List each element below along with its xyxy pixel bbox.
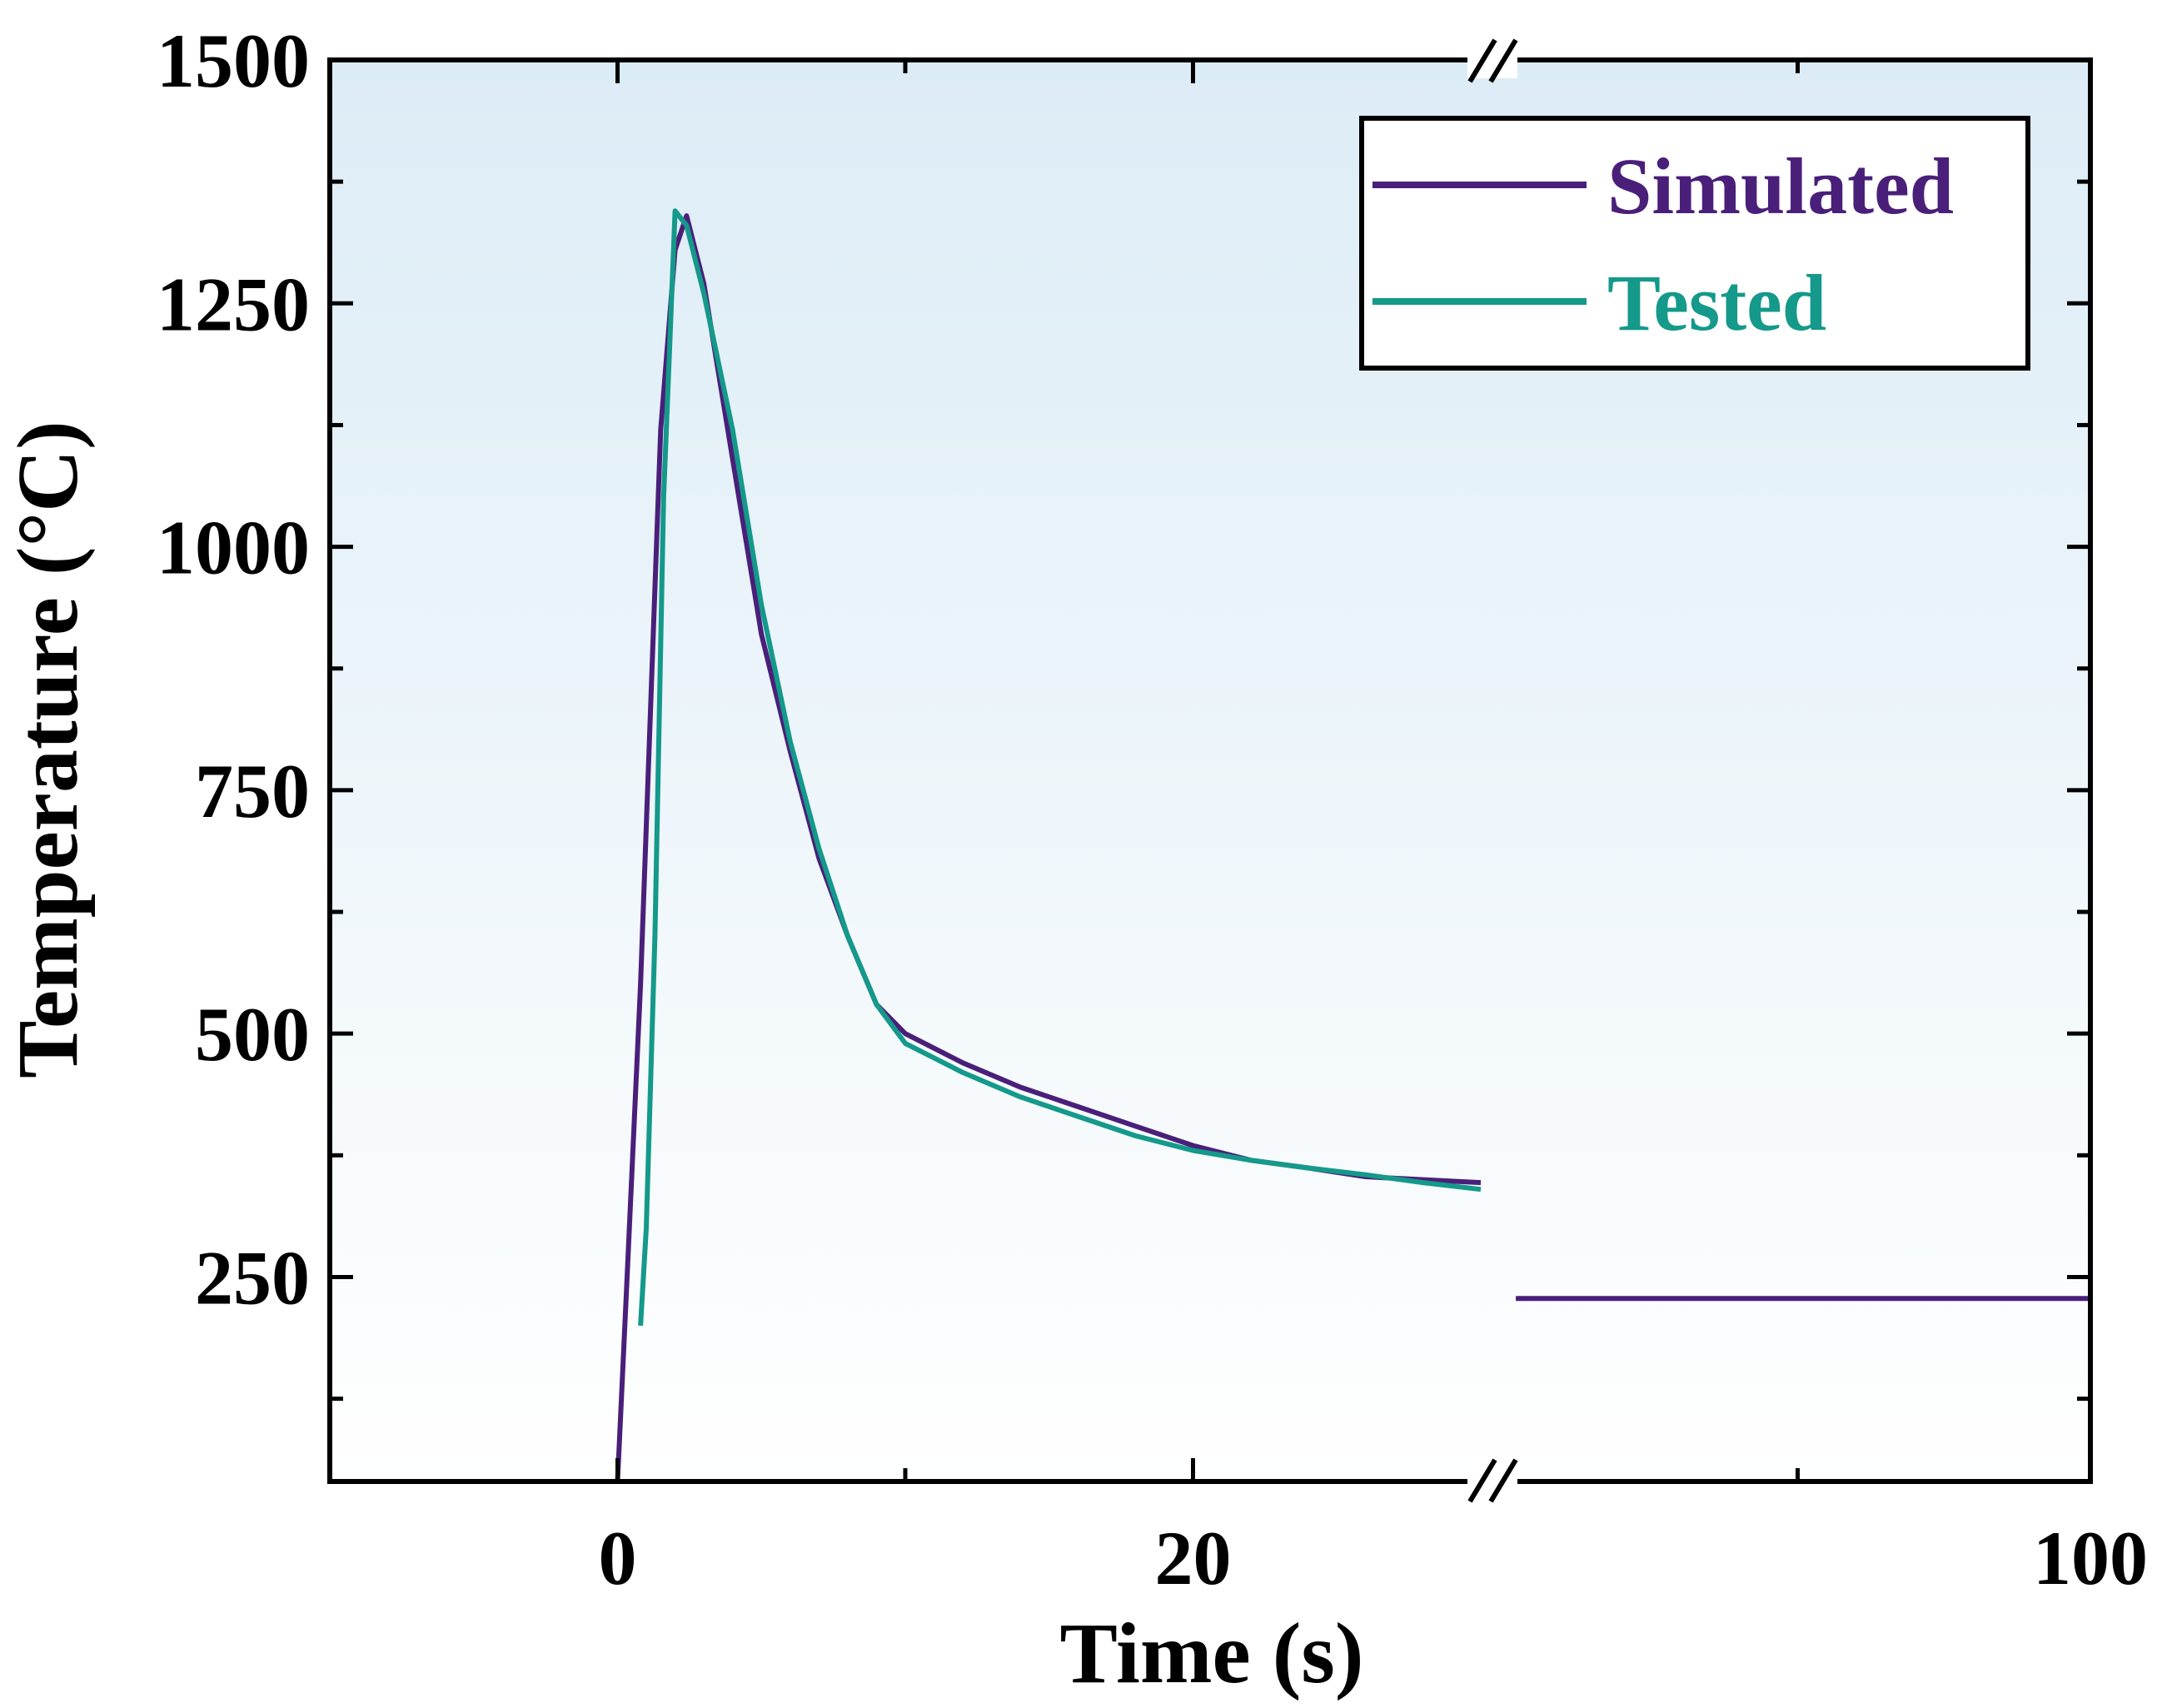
legend-label-simulated: Simulated: [1607, 142, 1954, 231]
y-tick-label: 500: [195, 992, 310, 1077]
axis-break-bottom: [1467, 1458, 1518, 1503]
legend-box: [1359, 116, 2030, 371]
x-axis-title: Time (s): [1060, 1606, 1364, 1701]
y-tick-label: 1000: [157, 505, 310, 590]
x-tick-labels: 0 20 100: [599, 1516, 2149, 1601]
axis-break-top: [1467, 38, 1518, 83]
series-line-tested: [638, 208, 1482, 1327]
x-tick-label: 0: [599, 1516, 637, 1601]
y-tick-label: 1250: [157, 261, 310, 346]
y-tick-label: 250: [195, 1235, 310, 1320]
x-tick-label: 20: [1155, 1516, 1232, 1601]
y-tick-labels: 250 500 750 1000 1250 1500: [157, 18, 310, 1320]
plot-frame: [327, 57, 2093, 1484]
legend: Simulated Tested: [1359, 116, 2030, 371]
legend-label-tested: Tested: [1607, 258, 1826, 347]
series-layer: [615, 208, 2090, 1482]
ticks-layer: [327, 57, 2093, 1481]
y-tick-label: 1500: [157, 18, 310, 103]
y-tick-label: 750: [195, 749, 310, 834]
x-tick-label: 100: [2033, 1516, 2148, 1601]
y-axis-title: Temperature (°C): [0, 421, 96, 1078]
